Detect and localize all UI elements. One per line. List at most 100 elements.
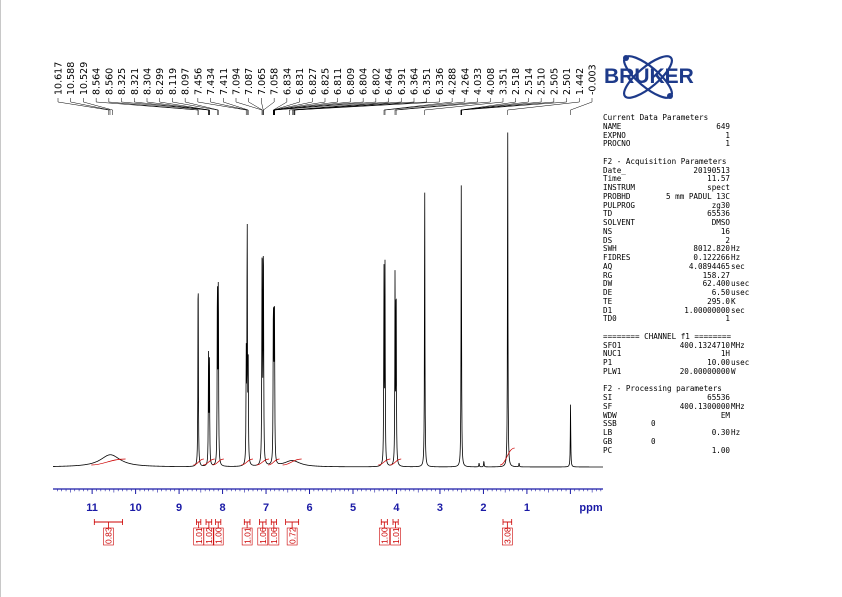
- integral-value-label: 1.02: [204, 527, 214, 544]
- param-row: WDW EM: [603, 410, 763, 421]
- param-value: 1.00000000: [684, 305, 730, 315]
- param-key: F2 - Processing parameters: [603, 384, 722, 394]
- peak-label: 7.058: [270, 68, 281, 95]
- x-tick-label: 9: [176, 502, 182, 514]
- peak-label: 8.564: [92, 68, 103, 95]
- param-value: 2: [725, 235, 730, 245]
- param-row: NUC1 1H: [603, 349, 763, 359]
- param-unit: sec: [731, 261, 745, 271]
- param-row: NS 16: [603, 226, 763, 237]
- param-key: PC: [603, 445, 613, 455]
- integral-value-box: [390, 527, 401, 546]
- peak-label: 4.033: [473, 68, 484, 95]
- integral-value-box: [286, 527, 298, 546]
- param-row: LB 0.30 Hz: [603, 428, 763, 438]
- param-value: 62.400: [702, 279, 730, 289]
- integral-value-box: [502, 527, 513, 546]
- peak-label-connector: [424, 98, 504, 115]
- param-value: 65536: [707, 209, 730, 219]
- param-key: NS: [603, 226, 613, 236]
- bruker-logo: BRUKER: [604, 42, 729, 112]
- x-tick-label: 2: [480, 502, 486, 514]
- param-key: SF: [603, 401, 613, 411]
- peak-label-connector: [274, 98, 377, 115]
- param-value: 0: [651, 419, 656, 429]
- param-value: 400.1300000: [679, 401, 730, 411]
- param-value: 1: [725, 139, 730, 149]
- peak-label: 6.834: [282, 68, 293, 95]
- param-key: TD0: [603, 314, 617, 324]
- x-tick-label: 6: [306, 502, 312, 514]
- integral-value-label: 1.01: [194, 527, 204, 544]
- param-value: EM: [720, 410, 730, 420]
- param-key: ======== CHANNEL f1 ========: [603, 331, 732, 341]
- param-row: TD0 1: [603, 314, 763, 324]
- param-row: PC 1.00: [603, 445, 763, 456]
- param-row: D1 1.00000000 sec: [603, 305, 763, 316]
- peak-label-connector: [70, 98, 111, 115]
- integral-value-label: 1.00: [380, 527, 390, 544]
- peak-label: 7.087: [244, 68, 255, 95]
- peak-label: 7.065: [257, 68, 268, 95]
- param-key: DS: [603, 235, 613, 245]
- peak-label: 6.827: [308, 68, 319, 95]
- param-key: WDW: [603, 410, 617, 420]
- param-value: 1: [725, 130, 730, 140]
- param-value: 5 mm PADUL 13C: [665, 191, 730, 201]
- peak-label: 7.456: [193, 68, 204, 95]
- param-value: 0.122266: [693, 253, 730, 262]
- param-value: 6.50: [711, 288, 730, 297]
- peak-label: 8.304: [143, 68, 154, 95]
- integral-value-label: 3.08: [503, 527, 513, 544]
- param-key: PULPROG: [603, 200, 636, 210]
- peak-label-connector: [57, 98, 110, 115]
- peak-label-connector: [384, 98, 466, 115]
- peak-label: 6.391: [397, 68, 408, 95]
- peak-label: 6.351: [422, 68, 433, 95]
- integral-curve: [282, 458, 302, 466]
- peak-label: 4.288: [448, 68, 459, 95]
- param-row: SF 400.1300000 MHz: [603, 401, 763, 412]
- param-unit: usec: [731, 358, 750, 367]
- peak-label-connector: [159, 98, 210, 115]
- peak-label-connector: [172, 98, 218, 115]
- param-value: 65536: [707, 393, 730, 402]
- peak-label-connector: [248, 98, 263, 115]
- param-row: PROCNO 1: [603, 139, 763, 149]
- param-unit: sec: [731, 305, 745, 315]
- integral-curve: [91, 458, 126, 466]
- param-row: GB 0: [603, 437, 763, 447]
- param-unit: K: [731, 296, 736, 306]
- integral-value-box: [257, 527, 269, 546]
- param-row: INSTRUM spect: [603, 183, 763, 193]
- param-key: LB: [603, 428, 613, 437]
- peak-label-connector: [263, 98, 275, 115]
- peak-label-connector: [293, 98, 415, 115]
- param-key: SWH: [603, 244, 617, 254]
- peak-label: 10.588: [66, 62, 77, 95]
- integral-curve: [378, 458, 391, 466]
- integral-curve: [499, 447, 515, 466]
- x-tick-label: 4: [393, 502, 400, 514]
- param-key: P1: [603, 358, 613, 367]
- param-value: 400.1324710: [679, 340, 730, 350]
- peak-label: 10.617: [54, 62, 65, 95]
- peak-label-connector: [383, 98, 453, 115]
- peak-label-connector: [461, 98, 567, 115]
- param-row: PULPROG zg30: [603, 200, 763, 211]
- param-value: 1: [725, 314, 730, 324]
- peak-label-connector: [121, 98, 209, 115]
- param-value: 649: [716, 121, 730, 131]
- param-key: Date_: [603, 165, 626, 175]
- param-row: SSB 0: [603, 419, 763, 429]
- peak-label: 7.094: [232, 68, 243, 95]
- integral-value-box: [212, 527, 224, 546]
- param-row: DW 62.400 usec: [603, 279, 763, 289]
- param-value: 4.0894465: [688, 261, 730, 271]
- param-key: SSB: [603, 419, 617, 429]
- peak-label: 6.825: [321, 68, 332, 95]
- peak-label: 6.802: [371, 68, 382, 95]
- peak-label-connector: [210, 98, 248, 115]
- param-row: ======== CHANNEL f1 ========: [603, 331, 763, 342]
- peak-label: -0.003: [588, 64, 599, 95]
